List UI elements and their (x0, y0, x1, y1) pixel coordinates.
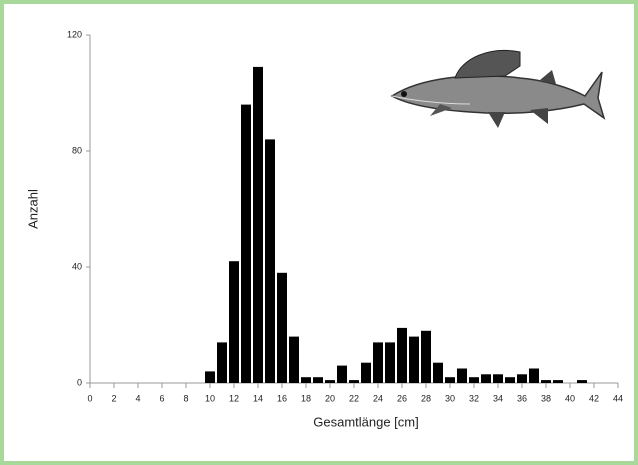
y-axis-label: Anzahl (25, 189, 40, 229)
bar (541, 380, 551, 383)
x-tick-label: 44 (613, 393, 623, 403)
x-tick-label: 24 (373, 393, 383, 403)
x-tick-label: 30 (445, 393, 455, 403)
x-tick-label: 16 (277, 393, 287, 403)
bar (529, 368, 539, 383)
bar (241, 104, 251, 383)
x-tick-label: 28 (421, 393, 431, 403)
x-tick-label: 18 (301, 393, 311, 403)
x-tick-label: 36 (517, 393, 527, 403)
x-tick-label: 6 (159, 393, 164, 403)
bar (229, 261, 239, 383)
x-tick-label: 40 (565, 393, 575, 403)
x-tick-label: 32 (469, 393, 479, 403)
bar (361, 362, 371, 383)
x-tick-label: 4 (135, 393, 140, 403)
x-tick-label: 8 (183, 393, 188, 403)
y-tick-label: 120 (67, 29, 82, 39)
bar (349, 380, 359, 383)
bar (397, 327, 407, 383)
x-tick-label: 22 (349, 393, 359, 403)
bar (481, 374, 491, 383)
y-tick-label: 40 (72, 261, 82, 271)
bar (265, 139, 275, 383)
bar (253, 66, 263, 384)
bar (337, 365, 347, 383)
x-tick-label: 42 (589, 393, 599, 403)
x-tick-label: 0 (87, 393, 92, 403)
bar (505, 377, 515, 383)
bar (301, 377, 311, 383)
bar (445, 377, 455, 383)
bar (325, 380, 335, 383)
y-tick-label: 0 (77, 377, 82, 387)
bar (277, 272, 287, 383)
bar (217, 342, 227, 383)
y-tick-label: 80 (72, 145, 82, 155)
bar (469, 377, 479, 383)
x-tick-label: 2 (111, 393, 116, 403)
x-axis-label: Gesamtlänge [cm] (313, 414, 419, 429)
bar (433, 362, 443, 383)
x-tick-label: 10 (205, 393, 215, 403)
bar (385, 342, 395, 383)
fish-illustration (390, 49, 606, 128)
bar (313, 377, 323, 383)
x-tick-label: 12 (229, 393, 239, 403)
x-tick-label: 14 (253, 393, 263, 403)
bar (457, 368, 467, 383)
x-tick-label: 26 (397, 393, 407, 403)
bar (409, 336, 419, 383)
bar (553, 380, 563, 383)
bar (493, 374, 503, 383)
x-tick-label: 34 (493, 393, 503, 403)
bar (205, 371, 215, 383)
bar (421, 330, 431, 383)
bar (577, 380, 587, 383)
bar (289, 336, 299, 383)
x-tick-label: 38 (541, 393, 551, 403)
bar (373, 342, 383, 383)
x-tick-label: 20 (325, 393, 335, 403)
bar (517, 374, 527, 383)
